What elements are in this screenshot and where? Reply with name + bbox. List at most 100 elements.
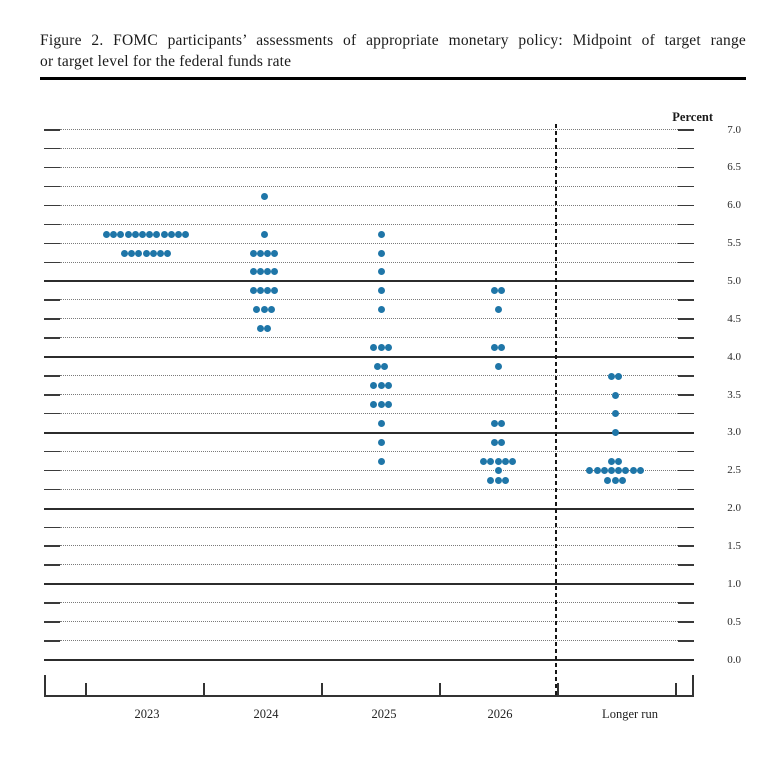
dot (256, 287, 264, 295)
dot (260, 306, 268, 314)
gridline-right-tick (678, 223, 694, 226)
y-axis-label: 4.0 (727, 350, 741, 363)
dot (264, 287, 272, 295)
x-axis-tick (203, 683, 205, 696)
gridline-dotted (60, 375, 678, 377)
gridline-left-tick (44, 223, 60, 226)
gridline-left-tick (44, 375, 60, 377)
gridline-left-tick (44, 166, 60, 169)
dot (490, 438, 498, 446)
gridline-dotted (60, 223, 678, 225)
dot (146, 230, 154, 238)
gridline-right-tick (678, 564, 694, 566)
dot (377, 249, 385, 257)
dot (149, 249, 157, 257)
gridline-left-tick (44, 469, 60, 472)
gridline-left-tick (44, 394, 60, 396)
dot (174, 230, 182, 238)
gridline-dotted (60, 564, 678, 566)
dot (501, 476, 509, 484)
y-axis-unit-label: Percent (672, 110, 713, 124)
dot (131, 230, 139, 238)
dot (264, 268, 272, 276)
y-axis-label: 5.5 (727, 237, 741, 250)
gridline-right-tick (678, 166, 694, 169)
y-axis-label: 0.5 (727, 615, 741, 628)
y-axis-label: 2.5 (727, 464, 741, 477)
dot (381, 363, 389, 371)
dot (384, 400, 392, 408)
gridline-dotted (60, 526, 678, 528)
gridline-solid (44, 507, 694, 510)
gridline-left-tick (44, 318, 60, 320)
gridline-right-tick (678, 412, 694, 415)
x-axis-end-tick (692, 675, 694, 696)
gridline-dotted (60, 602, 678, 604)
gridline-left-tick (44, 640, 60, 642)
dot (508, 457, 516, 465)
dot (377, 306, 385, 314)
gridline-right-tick (678, 242, 694, 245)
dot (370, 382, 378, 390)
gridline-right-tick (678, 375, 694, 377)
x-axis-label: 2026 (487, 707, 513, 721)
gridline-left-tick (44, 299, 60, 301)
dot (260, 192, 268, 200)
dot (490, 344, 498, 352)
gridline-right-tick (678, 185, 694, 188)
dot (264, 249, 272, 257)
figure-title-line-2: or target level for the federal funds ra… (40, 53, 292, 70)
dot (494, 476, 502, 484)
x-axis-label: Longer run (602, 707, 658, 721)
dot (615, 457, 623, 465)
dot (377, 438, 385, 446)
dot (636, 467, 644, 475)
x-axis-tick (321, 683, 323, 696)
gridline-right-tick (678, 526, 694, 528)
dot (611, 476, 619, 484)
dot (607, 467, 615, 475)
dot (377, 287, 385, 295)
dot (490, 419, 498, 427)
dot (615, 372, 623, 380)
x-axis-tick (85, 683, 87, 696)
x-axis-tick (557, 683, 559, 696)
dot (156, 249, 164, 257)
gridline-dotted (60, 412, 678, 414)
gridline-left-tick (44, 337, 60, 339)
dot (498, 438, 506, 446)
dot (260, 230, 268, 238)
dot (249, 287, 257, 295)
gridline-left-tick (44, 564, 60, 566)
dot (384, 382, 392, 390)
dot (586, 467, 594, 475)
gridline-left-tick (44, 488, 60, 491)
gridline-left-tick (44, 204, 60, 207)
gridline-dotted (60, 261, 678, 263)
gridline-dotted (60, 469, 678, 471)
dot (256, 325, 264, 333)
dot (494, 363, 502, 371)
y-axis-label: 1.5 (727, 539, 741, 552)
gridline-solid (44, 280, 694, 283)
dot (110, 230, 118, 238)
dot (267, 306, 275, 314)
gridline-right-tick (678, 147, 694, 150)
gridline-left-tick (44, 185, 60, 188)
dot (611, 410, 619, 418)
dot (377, 344, 385, 352)
gridline-dotted (60, 204, 678, 206)
dot (604, 476, 612, 484)
gridline-right-tick (678, 469, 694, 472)
dot (256, 249, 264, 257)
dot (384, 344, 392, 352)
dot (629, 467, 637, 475)
y-axis-label: 6.0 (727, 199, 741, 212)
dot (249, 268, 257, 276)
dot (153, 230, 161, 238)
y-axis-label: 3.0 (727, 426, 741, 439)
dot (377, 419, 385, 427)
y-axis-label: 1.0 (727, 577, 741, 590)
